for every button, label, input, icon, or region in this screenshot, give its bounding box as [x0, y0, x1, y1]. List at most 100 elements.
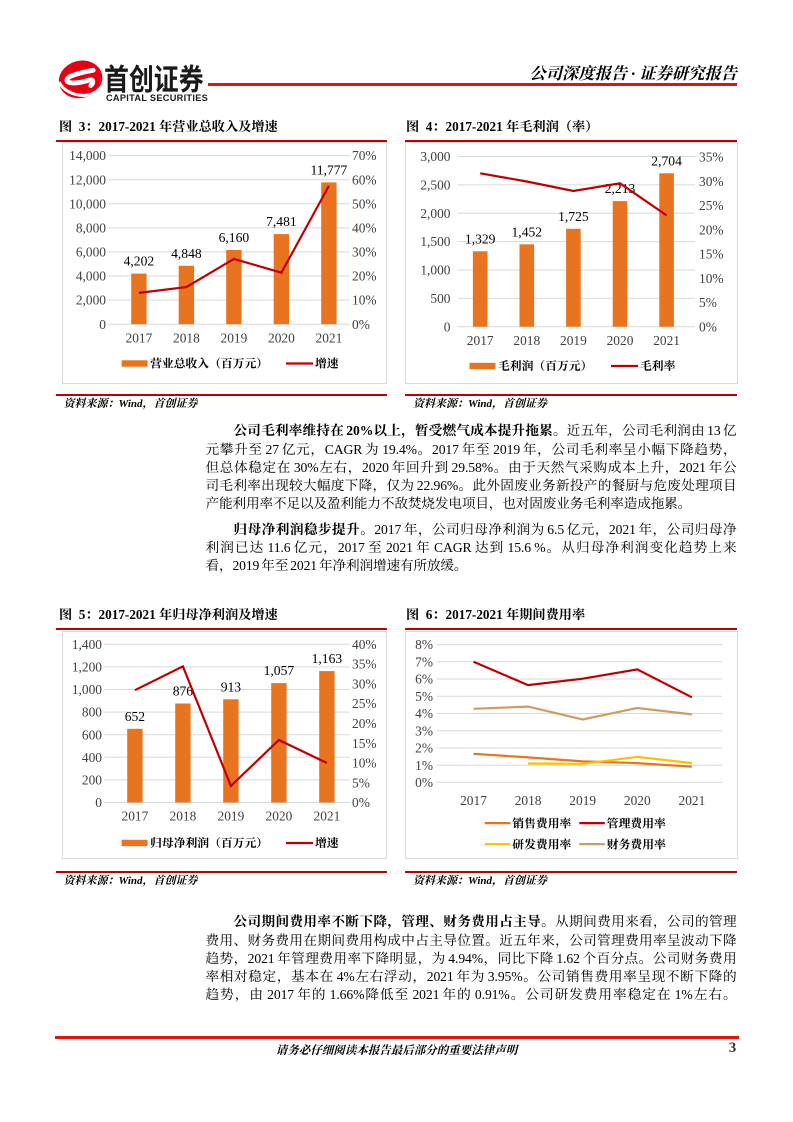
svg-text:200: 200	[82, 773, 102, 788]
svg-text:2017: 2017	[467, 333, 494, 348]
svg-text:20%: 20%	[352, 716, 377, 731]
svg-text:35%: 35%	[352, 657, 377, 672]
svg-text:3,000: 3,000	[420, 149, 450, 164]
svg-text:1,000: 1,000	[72, 682, 102, 697]
svg-text:0: 0	[444, 319, 451, 334]
svg-text:10%: 10%	[699, 271, 724, 286]
svg-text:15%: 15%	[699, 247, 724, 262]
svg-text:1,329: 1,329	[465, 231, 496, 246]
svg-text:50%: 50%	[352, 196, 377, 211]
svg-text:2,704: 2,704	[651, 153, 682, 168]
svg-text:2018: 2018	[515, 793, 542, 808]
svg-text:8,000: 8,000	[76, 221, 106, 236]
svg-text:增速: 增速	[315, 355, 340, 372]
svg-text:2020: 2020	[624, 793, 651, 808]
svg-text:2017: 2017	[122, 808, 149, 823]
svg-text:营业总收入（百万元）: 营业总收入（百万元）	[150, 355, 268, 372]
svg-text:0%: 0%	[699, 319, 717, 334]
svg-text:14,000: 14,000	[69, 148, 106, 163]
svg-text:600: 600	[82, 727, 102, 742]
svg-text:0: 0	[95, 795, 102, 810]
svg-text:1,057: 1,057	[264, 663, 295, 678]
svg-text:0%: 0%	[352, 795, 370, 810]
svg-text:7,481: 7,481	[266, 214, 297, 229]
svg-text:2019: 2019	[569, 793, 596, 808]
svg-text:2020: 2020	[266, 808, 293, 823]
svg-text:1,400: 1,400	[72, 637, 102, 652]
svg-text:15%: 15%	[352, 736, 377, 751]
svg-text:1,000: 1,000	[420, 263, 450, 278]
svg-text:2021: 2021	[679, 793, 706, 808]
svg-text:25%: 25%	[352, 696, 377, 711]
svg-text:12,000: 12,000	[69, 172, 106, 187]
svg-text:800: 800	[82, 705, 102, 720]
svg-text:3%: 3%	[415, 723, 433, 738]
svg-text:2018: 2018	[170, 808, 197, 823]
svg-text:10%: 10%	[352, 293, 377, 308]
svg-text:6%: 6%	[415, 672, 433, 687]
svg-text:2019: 2019	[221, 331, 248, 346]
svg-text:4,000: 4,000	[76, 269, 106, 284]
svg-text:2017: 2017	[460, 793, 487, 808]
svg-text:1,725: 1,725	[558, 209, 589, 224]
svg-text:1%: 1%	[415, 758, 433, 773]
svg-text:0%: 0%	[415, 775, 433, 790]
svg-text:913: 913	[221, 679, 242, 694]
svg-text:4,202: 4,202	[124, 254, 155, 269]
svg-text:0: 0	[99, 317, 106, 332]
svg-text:毛利率: 毛利率	[640, 357, 676, 374]
svg-text:10,000: 10,000	[69, 196, 106, 211]
svg-text:财务费用率: 财务费用率	[607, 835, 666, 852]
svg-text:4,848: 4,848	[171, 246, 202, 261]
svg-text:20%: 20%	[352, 269, 377, 284]
svg-text:毛利润（百万元）: 毛利润（百万元）	[498, 357, 592, 374]
svg-text:研发费用率: 研发费用率	[512, 835, 571, 852]
svg-text:30%: 30%	[699, 174, 724, 189]
svg-text:5%: 5%	[415, 689, 433, 704]
svg-text:1,500: 1,500	[420, 234, 450, 249]
svg-text:归母净利润（百万元）: 归母净利润（百万元）	[150, 834, 268, 851]
svg-text:1,200: 1,200	[72, 660, 102, 675]
svg-text:2020: 2020	[607, 333, 634, 348]
svg-text:5%: 5%	[699, 295, 717, 310]
svg-text:500: 500	[430, 291, 450, 306]
svg-text:11,777: 11,777	[310, 162, 347, 177]
svg-text:管理费用率: 管理费用率	[607, 814, 666, 831]
svg-text:25%: 25%	[699, 198, 724, 213]
svg-text:0%: 0%	[352, 317, 370, 332]
svg-text:2020: 2020	[268, 331, 295, 346]
svg-text:6,160: 6,160	[219, 230, 250, 245]
svg-text:2021: 2021	[314, 808, 341, 823]
svg-text:40%: 40%	[352, 221, 377, 236]
svg-text:30%: 30%	[352, 245, 377, 260]
svg-text:6,000: 6,000	[76, 245, 106, 260]
svg-text:1,452: 1,452	[512, 224, 543, 239]
svg-text:增速: 增速	[315, 834, 340, 851]
svg-text:1,163: 1,163	[312, 651, 343, 666]
svg-text:2021: 2021	[316, 331, 343, 346]
svg-text:8%: 8%	[415, 637, 433, 652]
svg-text:400: 400	[82, 750, 102, 765]
svg-text:2019: 2019	[218, 808, 245, 823]
svg-text:销售费用率: 销售费用率	[512, 814, 571, 831]
svg-text:30%: 30%	[352, 676, 377, 691]
svg-text:2,500: 2,500	[420, 178, 450, 193]
svg-text:2%: 2%	[415, 741, 433, 756]
svg-text:2,000: 2,000	[420, 206, 450, 221]
svg-text:5%: 5%	[352, 775, 370, 790]
svg-text:2017: 2017	[126, 331, 153, 346]
svg-text:20%: 20%	[699, 222, 724, 237]
svg-text:876: 876	[173, 684, 194, 699]
svg-text:2019: 2019	[560, 333, 587, 348]
svg-text:2021: 2021	[653, 333, 680, 348]
svg-text:35%: 35%	[699, 150, 724, 165]
svg-text:40%: 40%	[352, 637, 377, 652]
svg-text:70%: 70%	[352, 148, 377, 163]
svg-text:2,000: 2,000	[76, 293, 106, 308]
svg-text:60%: 60%	[352, 172, 377, 187]
svg-text:4%: 4%	[415, 706, 433, 721]
svg-text:10%: 10%	[352, 756, 377, 771]
svg-text:7%: 7%	[415, 654, 433, 669]
svg-text:2018: 2018	[513, 333, 540, 348]
svg-text:2018: 2018	[173, 331, 200, 346]
